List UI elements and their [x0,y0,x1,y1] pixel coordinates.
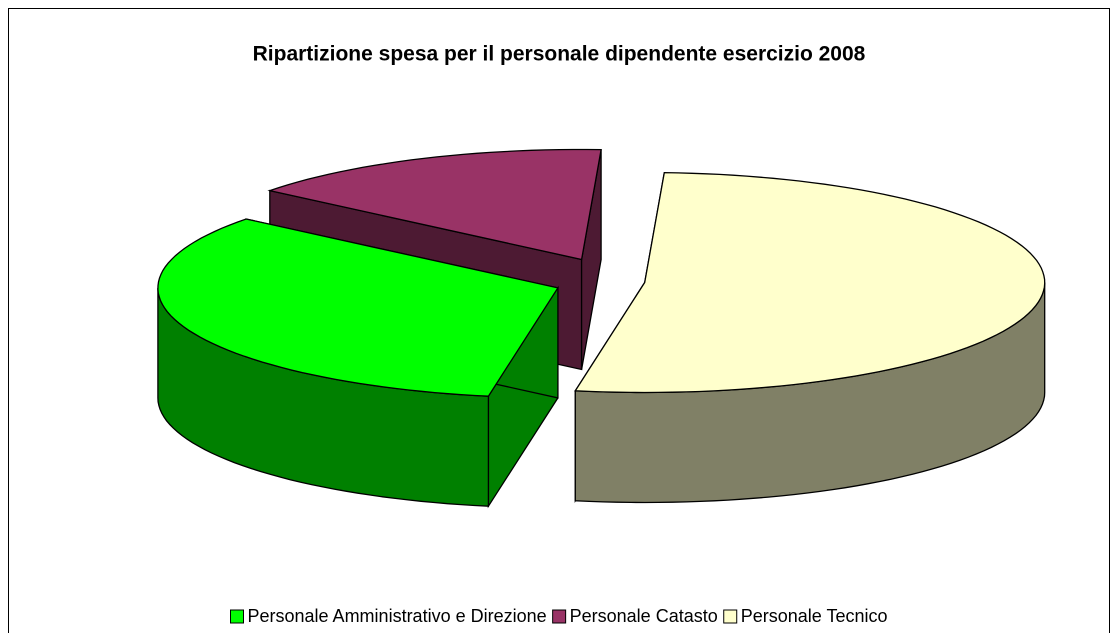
legend: Personale Amministrativo e Direzione Pers… [230,606,888,626]
legend-label: Personale Catasto [570,606,718,626]
legend-swatch [723,609,738,624]
legend-label: Personale Tecnico [741,606,888,626]
slice [267,148,602,261]
slice [157,218,559,397]
pie [157,148,1046,509]
slice [574,171,1046,394]
legend-swatch [552,609,567,624]
legend-swatch [230,609,244,624]
legend-label: Personale Amministrativo e Direzione [248,606,547,626]
chart-title: Ripartizione spesa per il personale dipe… [253,43,866,66]
